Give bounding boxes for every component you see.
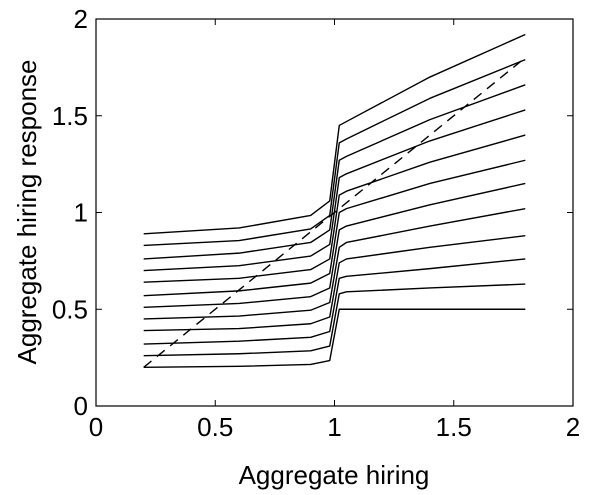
series-line-12 bbox=[143, 33, 526, 235]
x-tick-labels: 0 0.5 1 1.5 2 bbox=[89, 412, 580, 442]
series-line-7 bbox=[143, 159, 526, 297]
series-line-2 bbox=[143, 283, 526, 357]
y-tick-label: 2 bbox=[74, 4, 88, 34]
series-line-11 bbox=[143, 58, 526, 247]
x-tick-label: 0.5 bbox=[197, 412, 233, 442]
x-tick-label: 2 bbox=[566, 412, 580, 442]
series-line-8 bbox=[143, 134, 526, 283]
y-tick-label: 1.5 bbox=[52, 101, 88, 131]
series-line-5 bbox=[143, 207, 526, 320]
series-group bbox=[143, 33, 526, 368]
y-tick-label: 0.5 bbox=[52, 294, 88, 324]
series-line-3 bbox=[143, 258, 526, 345]
ticks bbox=[95, 18, 574, 407]
y-tick-labels: 0 0.5 1 1.5 2 bbox=[52, 4, 88, 421]
x-tick-label: 0 bbox=[89, 412, 103, 442]
series-line-10 bbox=[143, 84, 526, 260]
y-tick-label: 0 bbox=[74, 391, 88, 421]
series-line-6 bbox=[143, 182, 526, 309]
series-line-4 bbox=[143, 235, 526, 332]
series-line-9 bbox=[143, 109, 526, 272]
x-tick-label: 1.5 bbox=[436, 412, 472, 442]
x-tick-label: 1 bbox=[327, 412, 341, 442]
y-axis-label: Aggregate hiring response bbox=[12, 60, 42, 365]
y-tick-label: 1 bbox=[74, 198, 88, 228]
x-axis-label: Aggregate hiring bbox=[239, 460, 430, 490]
series-line-1 bbox=[143, 308, 526, 368]
